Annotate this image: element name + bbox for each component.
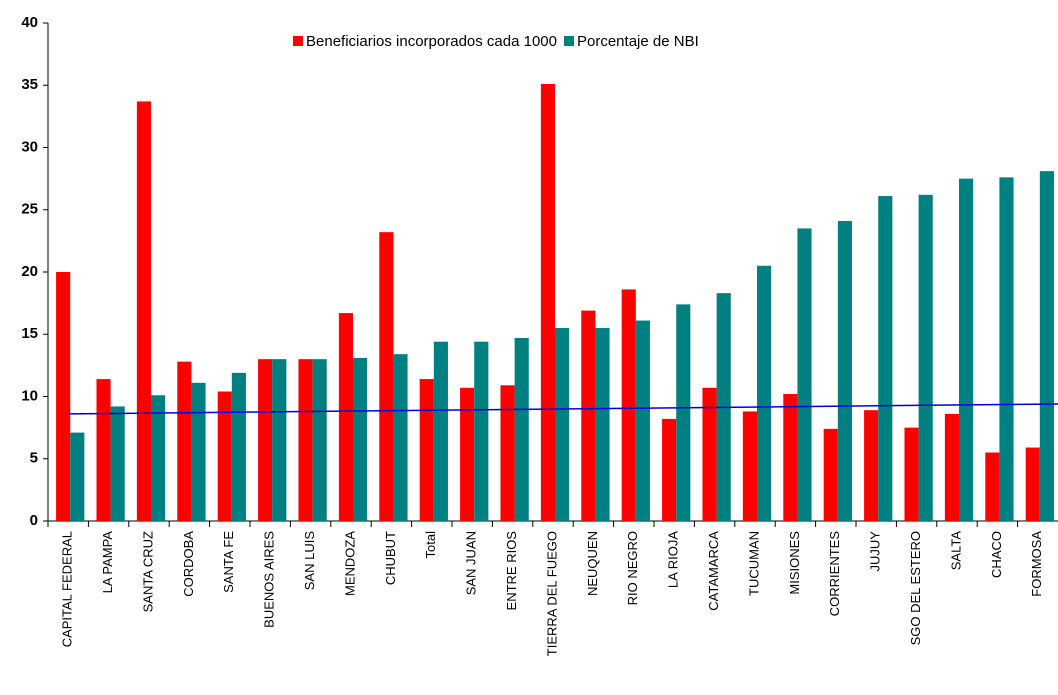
bar (823, 428, 838, 521)
bar (110, 406, 125, 521)
bar (959, 178, 974, 521)
bar (999, 177, 1014, 521)
bar (191, 382, 206, 521)
trend-line (68, 403, 1058, 415)
bar (878, 196, 893, 521)
bar (56, 272, 71, 521)
legend-swatch (564, 36, 574, 46)
bar (96, 379, 111, 521)
x-tick-label: Total (423, 531, 438, 559)
bar (635, 320, 650, 521)
bar (742, 411, 758, 521)
y-tick-label: 15 (21, 325, 38, 342)
bar (393, 354, 408, 521)
bar (379, 232, 394, 521)
bar (555, 328, 570, 521)
bar (864, 410, 879, 521)
bar (514, 337, 529, 521)
y-tick-label: 40 (21, 14, 38, 31)
bar (918, 194, 933, 521)
bar (904, 427, 919, 521)
bar (474, 341, 489, 521)
bar (581, 310, 596, 521)
bar (298, 359, 313, 521)
x-tick-label: SANTA FE (221, 531, 236, 593)
bar (217, 391, 232, 521)
bar (312, 359, 327, 521)
bar (136, 101, 152, 521)
y-tick-label: 10 (21, 387, 38, 404)
legend-label: Porcentaje de NBI (577, 33, 699, 50)
x-tick-label: BUENOS AIRES (262, 531, 277, 628)
x-tick-label: RIO NEGRO (625, 531, 640, 605)
bar (272, 359, 287, 521)
x-tick-label: TUCUMAN (746, 531, 761, 596)
x-tick-label: NEUQUEN (585, 531, 600, 596)
bar (985, 452, 1000, 521)
bar (621, 289, 636, 521)
y-tick-label: 35 (21, 76, 38, 93)
legend-swatch (293, 36, 303, 46)
bar (338, 313, 354, 521)
bar (837, 220, 852, 521)
bar (353, 357, 368, 521)
bar (1025, 447, 1040, 521)
x-tick-label: SANTA CRUZ (140, 531, 155, 612)
legend-label: Beneficiarios incorporados cada 1000 (306, 33, 557, 50)
bar (419, 379, 434, 521)
y-tick-label: 0 (30, 512, 38, 529)
x-tick-label: LA RIOJA (666, 531, 681, 588)
x-tick-label: ENTRE RIOS (504, 531, 519, 611)
x-tick-label: FORMOSA (1029, 531, 1044, 597)
bar (460, 387, 475, 521)
x-tick-label: CHACO (989, 531, 1004, 578)
x-tick-label: SALTA (948, 531, 963, 571)
x-tick-label: TIERRA DEL FUEGO (544, 531, 559, 656)
x-tick-label: CAPITAL FEDERAL (60, 531, 75, 647)
bar (70, 432, 85, 521)
bar (797, 228, 812, 522)
bar (783, 394, 798, 521)
x-tick-label: CORDOBA (181, 531, 196, 597)
y-tick-label: 20 (21, 263, 38, 280)
x-tick-label: MISIONES (787, 531, 802, 595)
x-tick-label: CHUBUT (383, 531, 398, 585)
bar (944, 413, 960, 521)
bar (540, 84, 556, 521)
bar (595, 328, 610, 521)
x-tick-label: MENDOZA (342, 531, 357, 596)
x-tick-label: LA PAMPA (100, 531, 115, 594)
bar (433, 341, 448, 521)
y-tick-label: 5 (30, 450, 38, 467)
y-tick-label: 25 (21, 201, 38, 218)
bar (1039, 171, 1054, 521)
x-tick-label: SAN JUAN (464, 531, 479, 595)
x-tick-label: SGO DEL ESTERO (908, 531, 923, 645)
y-tick-label: 30 (21, 138, 38, 155)
bar (151, 395, 166, 521)
x-tick-label: CATAMARCA (706, 531, 721, 611)
x-tick-label: CORRIENTES (827, 531, 842, 617)
bar (231, 372, 246, 521)
bar (177, 361, 192, 521)
x-tick-label: SAN LUIS (302, 531, 317, 591)
bar (258, 359, 273, 521)
bar (757, 265, 772, 521)
bar (702, 387, 717, 521)
bar (500, 385, 515, 521)
x-tick-label: JUJUY (868, 531, 883, 572)
bar (662, 418, 677, 521)
bar (676, 304, 691, 521)
